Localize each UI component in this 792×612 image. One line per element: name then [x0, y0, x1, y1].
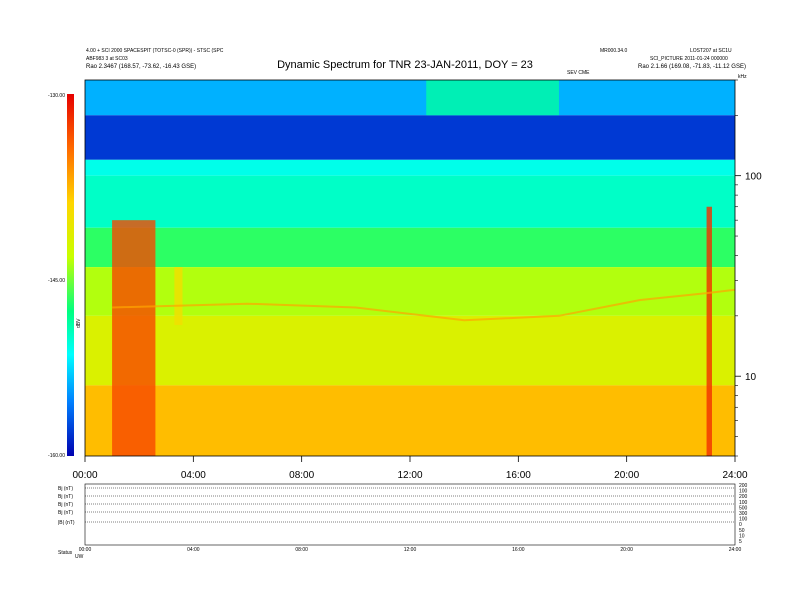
chart-title: Dynamic Spectrum for TNR 23-JAN-2011, DO… [277, 59, 533, 71]
panel-x-tick: 24:00 [729, 547, 742, 553]
x-axis: 00:00 04:00 08:00 12:00 16:00 20:00 24:00 [72, 456, 748, 481]
corner-marker: U [728, 48, 732, 54]
panel-label: Status [58, 550, 73, 556]
panel-right-tick: 300 [739, 511, 748, 517]
panel-label: Bj (nT) [58, 510, 73, 516]
x-tick-label: 12:00 [397, 470, 422, 481]
panel-x-tick: 04:00 [187, 547, 200, 553]
colorbar-tick-mid: -145.00 [48, 278, 65, 284]
spectrum-band-7 [85, 385, 735, 456]
panel-label: Bj (nT) [58, 486, 73, 492]
spectrum-band-0 [85, 80, 735, 116]
colorbar-label: dBV [76, 318, 82, 328]
panel-x-tick: 00:00 [79, 547, 92, 553]
header-right-line-3: Rao 2.1.66 (169.08, -71.83, -11.12 GSE) [638, 64, 746, 70]
status-value: UW [75, 554, 84, 560]
panel-right-tick: 10 [739, 533, 745, 539]
spectrum-burst-0 [112, 220, 156, 456]
panel-x-tick: 12:00 [404, 547, 417, 553]
header-right-line-1: LOST207 at SC1 [690, 48, 728, 54]
panel-right-tick: 100 [739, 500, 748, 506]
y-tick-label: 10 [745, 372, 757, 383]
x-tick-label: 16:00 [506, 470, 531, 481]
spectrum-band-6 [85, 315, 735, 386]
spectrum-band-5 [85, 267, 735, 316]
x-tick-label: 20:00 [614, 470, 639, 481]
colorbar-tick-bottom: -160.00 [48, 453, 65, 459]
panel-label: |B| (nT) [58, 520, 75, 526]
colorbar [67, 94, 74, 456]
panel-x-tick: 16:00 [512, 547, 525, 553]
y-tick-label: 100 [745, 172, 762, 183]
spectrum-band-4 [85, 227, 735, 268]
colorbar-tick-top: -130.00 [48, 93, 65, 99]
spectrum-burst-2 [706, 206, 712, 456]
panel-right-tick: 100 [739, 517, 748, 523]
spectrum-burst-3 [426, 80, 559, 116]
spectrum-band-2 [85, 159, 735, 176]
spectrum-band-1 [85, 115, 735, 160]
spectrum-band-3 [85, 175, 735, 228]
panel-right-tick: 500 [739, 505, 748, 511]
yaxis-corner-label: kHz [738, 74, 747, 80]
header-left-line-3: Rao 2.3467 (168.57, -73.62, -16.43 GSE) [86, 64, 196, 70]
panel-right-tick: 5 [739, 539, 742, 545]
header-center-right-2: SEV CME [567, 70, 590, 76]
header-center-right-1: MR000.34.0 [600, 48, 627, 54]
magnetometer-panels: Bj (nT) Bj (nT) Bj (nT) Bj (nT) |B| (nT) Stat… [58, 483, 748, 560]
panel-right-tick: 0 [739, 522, 742, 528]
panel-x-tick: 08:00 [295, 547, 308, 553]
header-left: 4.00 + SCI 2000 SPACESPIT (TOTSC-0 (SPR)… [86, 48, 224, 70]
spectrogram [85, 80, 735, 456]
spectrum-burst-1 [174, 267, 183, 326]
header-right-line-2: SCI_PICTURE 2011-01-24 000000 [650, 56, 728, 62]
panel-right-tick: 200 [739, 494, 748, 500]
x-tick-label: 24:00 [722, 470, 747, 481]
panels-frame [84, 483, 736, 546]
x-tick-label: 08:00 [289, 470, 314, 481]
panel-label: Bj (nT) [58, 502, 73, 508]
panel-right-tick: 50 [739, 528, 745, 534]
header-left-line-1: 4.00 + SCI 2000 SPACESPIT (TOTSC-0 (SPR)… [86, 48, 224, 54]
x-tick-label: 04:00 [181, 470, 206, 481]
y-axis: 100 10 [735, 79, 762, 457]
emission-line [112, 288, 735, 322]
panel-label: Bj (nT) [58, 494, 73, 500]
header-left-line-2: ABF983 3 at SC03 [86, 56, 128, 62]
header-right: LOST207 at SC1 SCI_PICTURE 2011-01-24 00… [638, 48, 746, 70]
panel-right-tick: 100 [739, 489, 748, 495]
panel-x-tick: 20:00 [620, 547, 633, 553]
x-tick-label: 00:00 [72, 470, 97, 481]
panel-right-tick: 200 [739, 483, 748, 489]
